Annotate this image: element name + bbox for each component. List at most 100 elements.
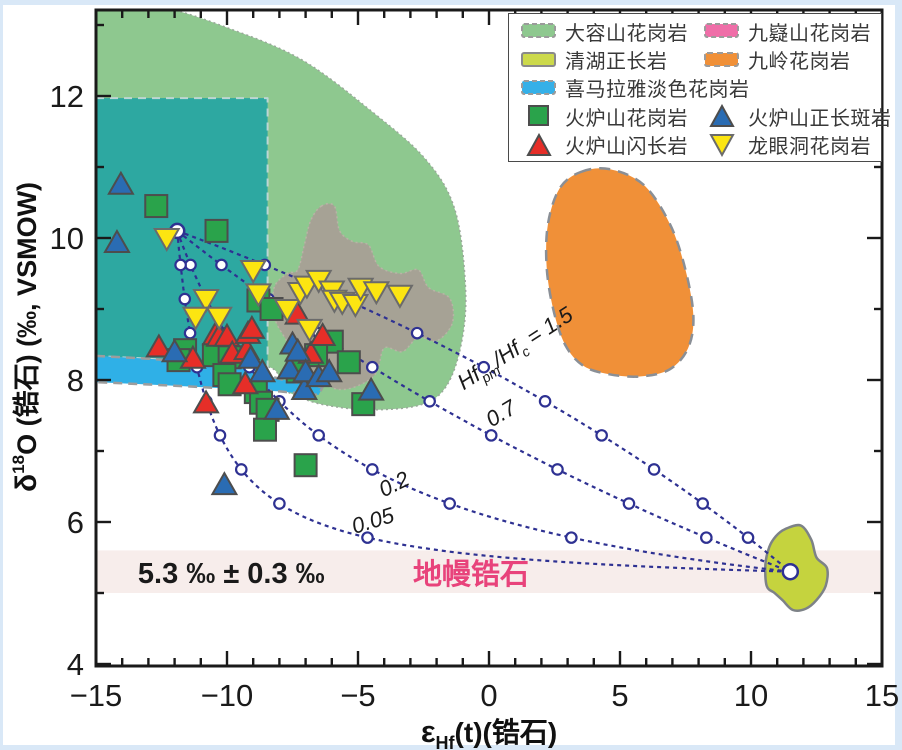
data-point-longyandong-granite [386, 284, 414, 309]
chart-legend: 大容山花岗岩 九嶷山花岗岩 清湖正长岩 九岭花岗岩 [508, 13, 891, 162]
mantle-zircon-label: 地幔锆石 [413, 558, 529, 591]
legend-label: 火炉山正长斑岩 [748, 107, 892, 130]
data-point-longyandong-granite [295, 318, 324, 343]
data-point-huolushan-syenite-porphyry [103, 228, 131, 253]
data-point-huolushan-syenite-porphyry [357, 376, 385, 401]
legend-row: 火炉山花岗岩 火炉山正长斑岩 [519, 102, 891, 131]
data-point-huolushan-granite [336, 350, 361, 375]
field-jiuling-granite [544, 166, 695, 378]
x-tick-label: 15 [865, 678, 899, 713]
pink-field-swatch [702, 22, 742, 40]
scatter-series-longyandong-granite [153, 228, 414, 343]
legend-label: 火炉山闪长岩 [565, 136, 688, 159]
curve-marker [213, 429, 227, 442]
curve-marker [551, 463, 564, 476]
mixing-ratio-label: 0.05 [349, 502, 398, 539]
y-axis-title: δ18O (锆石) (‰, VSMOW) [9, 182, 43, 492]
x-tick-label: −15 [70, 678, 123, 713]
yellowgreen-field-swatch [519, 51, 559, 69]
curve-marker [477, 360, 491, 374]
data-point-huolushan-syenite-porphyry [290, 375, 319, 400]
curve-marker [273, 497, 286, 510]
curve-marker [565, 531, 578, 544]
legend-label: 九岭花岗岩 [748, 51, 851, 74]
legend-row: 清湖正长岩 九岭花岗岩 [519, 45, 881, 73]
legend-item-huolushan-diorite: 火炉山闪长岩 [519, 130, 702, 159]
data-point-huolushan-diorite [145, 333, 173, 358]
data-point-longyandong-granite [192, 289, 220, 314]
data-point-huolushan-syenite-porphyry [210, 471, 239, 496]
blue-field-swatch [519, 79, 559, 97]
data-point-huolushan-granite [252, 417, 277, 442]
data-point-longyandong-granite [205, 306, 233, 331]
data-point-huolushan-granite [204, 218, 229, 243]
data-point-longyandong-granite [181, 306, 210, 331]
curve-marker [410, 326, 424, 340]
data-point-huolushan-syenite-porphyry [248, 358, 277, 383]
curve-marker [538, 394, 552, 408]
data-point-huolushan-diorite [213, 322, 241, 347]
curve-marker [361, 531, 374, 544]
curve-marker [700, 531, 713, 544]
x-tick-label: −10 [201, 678, 254, 713]
data-point-huolushan-diorite [179, 344, 207, 369]
mantle-value-label: 5.3 ‰ ± 0.3 ‰ [138, 558, 325, 590]
y-tick-label: 6 [67, 505, 84, 540]
data-point-huolushan-granite [293, 453, 318, 478]
curve-marker [484, 429, 498, 442]
curve-marker [423, 394, 436, 408]
mantle-endmember-point [781, 562, 800, 581]
legend-label: 火炉山花岗岩 [565, 107, 688, 130]
legend-item-qinghu: 清湖正长岩 [519, 45, 702, 74]
curve-marker [178, 292, 192, 306]
curve-marker [647, 463, 661, 476]
legend-label: 清湖正长岩 [565, 51, 668, 74]
data-point-longyandong-granite [244, 283, 273, 308]
curve-marker [365, 463, 379, 476]
x-axis-title: εHf(t)(锆石) [421, 714, 557, 750]
curve-marker [365, 360, 379, 374]
legend-item-jiuyishan: 九嶷山花岗岩 [702, 17, 885, 46]
curve-marker [595, 429, 608, 442]
data-point-longyandong-granite [273, 299, 301, 324]
data-point-huolushan-syenite-porphyry [236, 344, 265, 369]
mixing-ratio-label: Hfpm/Hfc = 1.5 [453, 301, 580, 398]
data-point-huolushan-syenite-porphyry [107, 170, 135, 195]
scatter-series-huolushan-syenite-porphyry [103, 170, 385, 496]
legend-item-darongshan: 大容山花岗岩 [519, 17, 702, 46]
x-tick-label: 5 [611, 678, 628, 713]
curve-marker [174, 258, 187, 272]
data-point-huolushan-granite [144, 194, 169, 219]
curve-marker [184, 258, 197, 272]
curve-marker [183, 326, 197, 340]
curve-marker [622, 497, 636, 510]
legend-label: 喜马拉雅淡色花岗岩 [565, 79, 750, 102]
red-triangle-marker [519, 132, 559, 157]
data-point-huolushan-diorite [192, 389, 220, 414]
data-point-huolushan-diorite [231, 370, 260, 395]
curve-marker [312, 429, 325, 442]
legend-label: 龙眼洞花岗岩 [748, 136, 871, 159]
legend-item-jiuling: 九岭花岗岩 [702, 45, 885, 74]
green-field-swatch [519, 22, 559, 40]
yellow-down-triangle-marker [702, 133, 742, 157]
legend-row: 喜马拉雅淡色花岗岩 [519, 74, 881, 102]
plot-area: Hfpm/Hfc = 1.50.7 0.20.05 5.3 ‰ ± 0.3 ‰ 地幔锆… [96, 10, 882, 612]
legend-item-himalaya: 喜马拉雅淡色花岗岩 [519, 73, 881, 102]
x-tick-label: −5 [340, 678, 375, 713]
mixing-ratio-label: 0.2 [375, 466, 413, 502]
green-square-marker [519, 104, 559, 128]
legend-row: 大容山花岗岩 九嶷山花岗岩 [519, 17, 881, 45]
x-tick-label: 10 [734, 678, 768, 713]
data-point-longyandong-granite [362, 281, 391, 306]
data-point-longyandong-granite [239, 259, 267, 284]
data-point-huolushan-syenite-porphyry [284, 337, 312, 362]
data-point-huolushan-syenite-porphyry [263, 395, 291, 420]
curve-marker [741, 531, 755, 544]
data-point-huolushan-syenite-porphyry [276, 355, 304, 380]
legend-item-huolushan-granite: 火炉山花岗岩 [519, 102, 702, 131]
legend-row: 火炉山闪长岩 龙眼洞花岗岩 [519, 131, 881, 159]
legend-item-huolushan-syenite: 火炉山正长斑岩 [702, 102, 892, 131]
legend-label: 大容山花岗岩 [565, 22, 688, 45]
